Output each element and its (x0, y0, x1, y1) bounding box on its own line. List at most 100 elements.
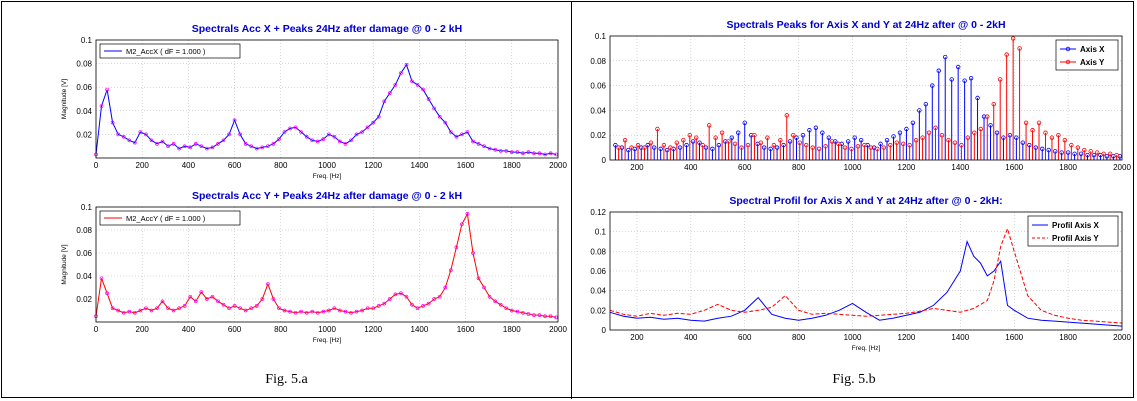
peak-marker (299, 309, 303, 314)
peak-marker (537, 151, 542, 156)
peak-point (774, 145, 780, 150)
peak-point (622, 137, 628, 143)
peak-marker (110, 120, 115, 125)
peak-point (752, 132, 757, 138)
x-tick-label: 2000 (549, 325, 567, 334)
x-tick-label: 800 (274, 161, 288, 170)
peak-marker (509, 308, 514, 313)
peak-point (884, 137, 890, 143)
peak-point (923, 101, 929, 107)
peak-marker (271, 141, 276, 146)
y-tick-label: 0.08 (590, 247, 606, 256)
peak-point (1010, 36, 1016, 41)
peak-point (936, 68, 941, 73)
x-tick-label: 1000 (318, 161, 336, 170)
peak-marker (509, 150, 514, 154)
peak-marker (498, 302, 503, 307)
peak-marker (249, 306, 254, 311)
axes-box (609, 35, 1123, 161)
y-tick-label: 0.06 (590, 82, 606, 91)
peak-point (1069, 142, 1074, 148)
x-tick-label: 400 (684, 163, 698, 172)
legend-label: Profil Axis X (1052, 221, 1099, 230)
figure-5a-caption: Fig. 5.a (265, 372, 308, 387)
peak-marker (332, 134, 337, 139)
legend: M2_AccX ( dF = 1.000 ) (99, 43, 241, 59)
peak-point (955, 64, 961, 70)
peak-marker (426, 97, 431, 101)
peak-marker (243, 141, 248, 146)
peak-marker (205, 146, 209, 151)
peak-marker (543, 314, 547, 319)
peak-marker (127, 309, 132, 314)
peak-point (965, 135, 971, 140)
peak-marker (99, 104, 104, 108)
chart-title: Spectrals Peaks for Axis X and Y at 24Hz… (726, 19, 1005, 31)
x-tick-label: 600 (738, 163, 752, 172)
peak-marker (404, 294, 409, 299)
peak-point (803, 142, 809, 148)
peak-point (1027, 142, 1032, 148)
peak-point (997, 77, 1003, 82)
peak-point (913, 137, 919, 143)
x-tick-label: 1800 (1059, 333, 1077, 342)
peak-marker (193, 299, 198, 304)
peak-marker (160, 299, 165, 304)
y-axis-label: Magnitude [V] (61, 244, 68, 284)
peak-marker (132, 310, 137, 315)
peak-marker (249, 144, 254, 149)
x-tick-label: 600 (228, 325, 242, 334)
peak-marker (149, 138, 154, 143)
peak-point (926, 130, 932, 135)
peak-marker (432, 297, 437, 301)
peak-marker (321, 309, 326, 314)
peak-point (820, 130, 825, 135)
peak-marker (371, 306, 376, 311)
x-tick-label: 800 (792, 333, 806, 342)
peak-marker (315, 310, 320, 315)
peak-point (794, 135, 799, 140)
peak-point (800, 132, 806, 138)
peak-marker (105, 291, 109, 296)
x-tick-label: 1000 (844, 333, 862, 342)
peak-point (791, 132, 796, 138)
peak-point (897, 130, 903, 135)
peak-point (852, 135, 857, 140)
peak-marker (532, 313, 536, 317)
legend-box (99, 43, 241, 59)
x-axis-label: Freq. [Hz] (313, 337, 342, 344)
peak-marker (166, 306, 170, 311)
x-tick-label: 600 (738, 333, 752, 342)
peak-marker (288, 126, 292, 131)
peak-marker (338, 308, 342, 313)
legend-label: M2_AccY ( dF = 1.000 ) (126, 214, 206, 223)
peak-marker (254, 304, 259, 308)
peak-marker (210, 294, 215, 299)
peak-marker (177, 146, 182, 151)
figure-5a-canvas: Spectrals Acc X + Peaks 24Hz after damag… (61, 23, 567, 344)
peak-marker (99, 276, 104, 281)
peak-point (697, 140, 702, 145)
peak-point (713, 135, 718, 140)
peak-marker (310, 309, 315, 314)
peak-point (939, 132, 945, 138)
peak-point (684, 142, 689, 148)
peak-point (1046, 147, 1051, 153)
peak-marker (166, 144, 170, 149)
peak-point (855, 144, 861, 149)
peak-point (943, 54, 948, 60)
peak-point (739, 145, 744, 150)
peak-point (781, 142, 786, 148)
legend: Axis X Axis Y (1055, 39, 1119, 71)
peak-point (1107, 151, 1113, 156)
y-tick-label: 0.1 (81, 203, 93, 212)
peak-point (1075, 145, 1081, 150)
figure-5b: Spectrals Peaks for Axis X and Y at 24Hz… (574, 2, 1134, 372)
peak-point (690, 139, 696, 144)
y-tick-label: 0.06 (76, 83, 92, 92)
peak-marker (171, 141, 176, 146)
peak-point (768, 146, 773, 152)
peak-point (787, 139, 793, 144)
peak-marker (210, 145, 215, 150)
